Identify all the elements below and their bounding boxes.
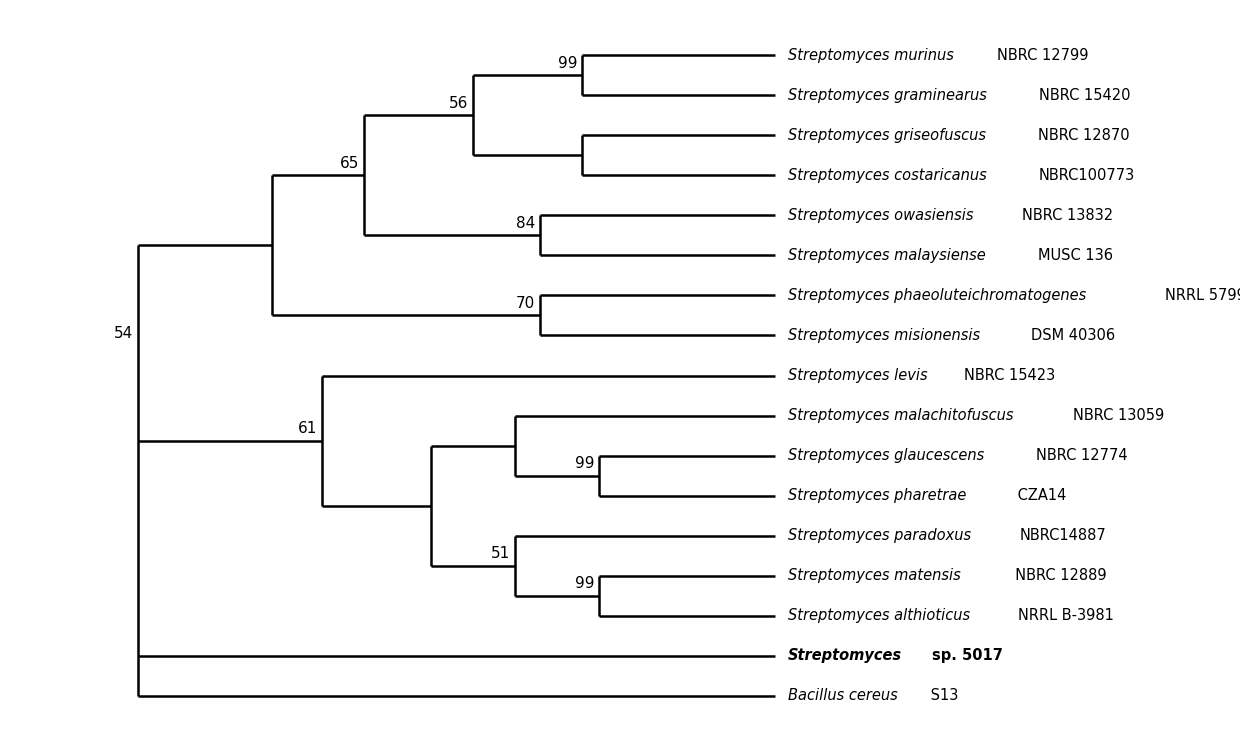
Text: NRRL B-3981: NRRL B-3981 <box>1018 608 1114 623</box>
Text: NBRC 12889: NBRC 12889 <box>1006 568 1106 583</box>
Text: 61: 61 <box>298 421 317 436</box>
Text: Bacillus cereus: Bacillus cereus <box>787 688 898 703</box>
Text: 99: 99 <box>558 56 578 71</box>
Text: Streptomyces phaeoluteichromatogenes: Streptomyces phaeoluteichromatogenes <box>787 288 1086 303</box>
Text: S13: S13 <box>926 688 959 703</box>
Text: Streptomyces griseofuscus: Streptomyces griseofuscus <box>787 128 986 143</box>
Text: NBRC 13832: NBRC 13832 <box>1022 208 1114 223</box>
Text: NBRC 12870: NBRC 12870 <box>1038 128 1130 143</box>
Text: NBRC 12799: NBRC 12799 <box>997 48 1089 63</box>
Text: 51: 51 <box>491 546 510 561</box>
Text: Streptomyces murinus: Streptomyces murinus <box>787 48 954 63</box>
Text: Streptomyces: Streptomyces <box>787 648 901 663</box>
Text: NBRC 13059: NBRC 13059 <box>1073 408 1164 423</box>
Text: Streptomyces levis: Streptomyces levis <box>787 368 928 383</box>
Text: NBRC 12774: NBRC 12774 <box>1035 448 1127 463</box>
Text: Streptomyces pharetrae: Streptomyces pharetrae <box>787 488 966 503</box>
Text: sp. 5017: sp. 5017 <box>932 648 1003 663</box>
Text: 70: 70 <box>516 295 536 311</box>
Text: 99: 99 <box>574 455 594 471</box>
Text: NBRC100773: NBRC100773 <box>1039 168 1135 183</box>
Text: Streptomyces owasiensis: Streptomyces owasiensis <box>787 208 973 223</box>
Text: Streptomyces althioticus: Streptomyces althioticus <box>787 608 970 623</box>
Text: NBRC 15423: NBRC 15423 <box>965 368 1055 383</box>
Text: Streptomyces paradoxus: Streptomyces paradoxus <box>787 528 971 543</box>
Text: 99: 99 <box>574 576 594 591</box>
Text: NBRC 15420: NBRC 15420 <box>1039 88 1131 103</box>
Text: DSM 40306: DSM 40306 <box>1030 328 1115 343</box>
Text: NRRL 5799: NRRL 5799 <box>1164 288 1240 303</box>
Text: 65: 65 <box>340 156 360 170</box>
Text: 56: 56 <box>449 96 469 110</box>
Text: Streptomyces graminearus: Streptomyces graminearus <box>787 88 987 103</box>
Text: Streptomyces malaysiense: Streptomyces malaysiense <box>787 248 986 263</box>
Text: Streptomyces misionensis: Streptomyces misionensis <box>787 328 980 343</box>
Text: CZA14: CZA14 <box>1013 488 1066 503</box>
Text: Streptomyces matensis: Streptomyces matensis <box>787 568 960 583</box>
Text: Streptomyces costaricanus: Streptomyces costaricanus <box>787 168 986 183</box>
Text: 84: 84 <box>516 216 536 230</box>
Text: Streptomyces malachitofuscus: Streptomyces malachitofuscus <box>787 408 1013 423</box>
Text: 54: 54 <box>114 326 133 341</box>
Text: Streptomyces glaucescens: Streptomyces glaucescens <box>787 448 983 463</box>
Text: NBRC14887: NBRC14887 <box>1019 528 1106 543</box>
Text: MUSC 136: MUSC 136 <box>1038 248 1112 263</box>
